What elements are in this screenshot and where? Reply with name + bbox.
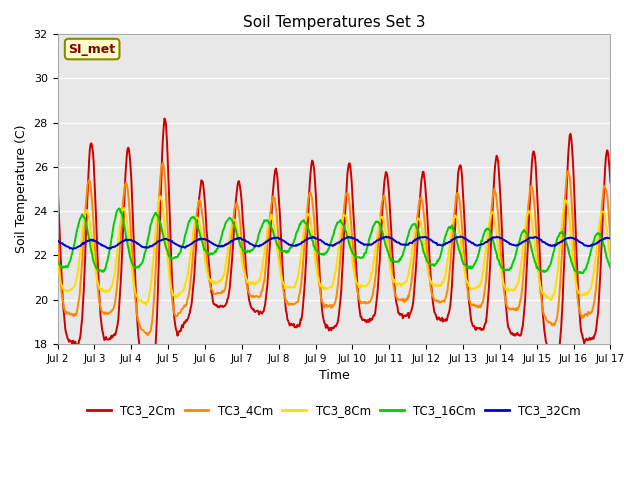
X-axis label: Time: Time [319, 369, 349, 382]
Y-axis label: Soil Temperature (C): Soil Temperature (C) [15, 125, 28, 253]
Text: SI_met: SI_met [68, 43, 116, 56]
Title: Soil Temperatures Set 3: Soil Temperatures Set 3 [243, 15, 425, 30]
Legend: TC3_2Cm, TC3_4Cm, TC3_8Cm, TC3_16Cm, TC3_32Cm: TC3_2Cm, TC3_4Cm, TC3_8Cm, TC3_16Cm, TC3… [82, 399, 586, 422]
